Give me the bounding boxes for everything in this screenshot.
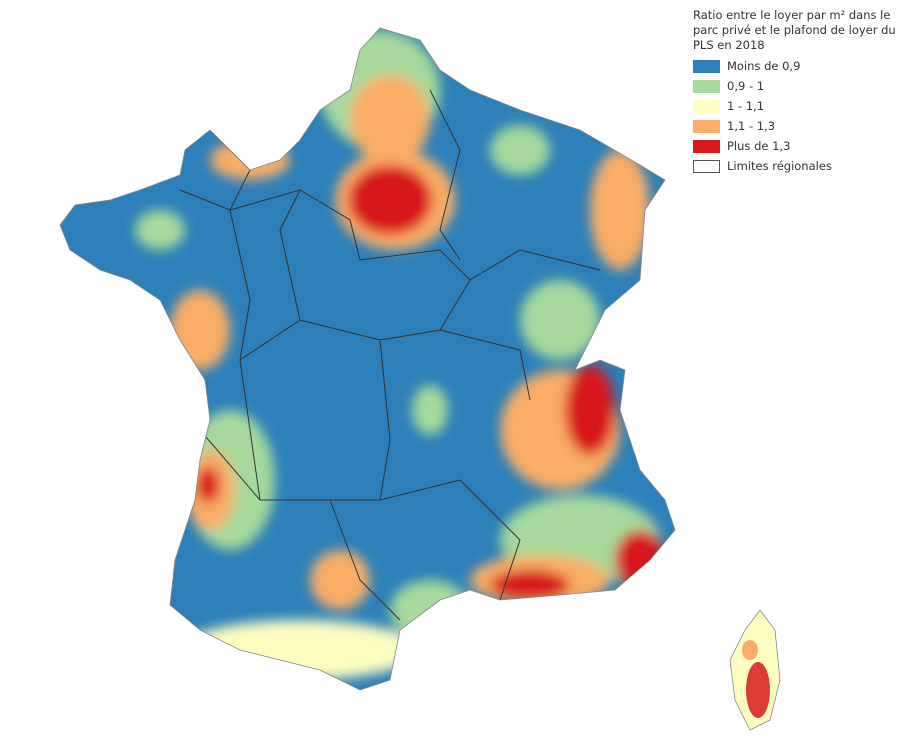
legend-item: 0,9 - 1 [693, 76, 918, 96]
legend-label: Moins de 0,9 [727, 58, 801, 73]
legend-label: 0,9 - 1 [727, 78, 765, 93]
legend-item: 1,1 - 1,3 [693, 116, 918, 136]
corsica [729, 609, 781, 731]
legend-swatch [693, 119, 720, 133]
regional-boundaries [179, 89, 601, 621]
legend-label: Limites régionales [727, 158, 832, 173]
map-legend: Ratio entre le loyer par m² dans le parc… [693, 8, 918, 176]
legend-title: Ratio entre le loyer par m² dans le parc… [693, 8, 896, 52]
legend-label: Plus de 1,3 [727, 138, 791, 153]
legend-item: Plus de 1,3 [693, 136, 918, 156]
legend-swatch [693, 59, 720, 73]
legend-swatch [693, 79, 720, 93]
legend-swatch [693, 139, 720, 153]
legend-swatch [693, 159, 720, 173]
legend-label: 1 - 1,1 [727, 98, 765, 113]
legend-swatch [693, 99, 720, 113]
legend-label: 1,1 - 1,3 [727, 118, 776, 133]
legend-item: 1 - 1,1 [693, 96, 918, 116]
legend-item: Limites régionales [693, 156, 918, 176]
legend-item: Moins de 0,9 [693, 56, 918, 76]
